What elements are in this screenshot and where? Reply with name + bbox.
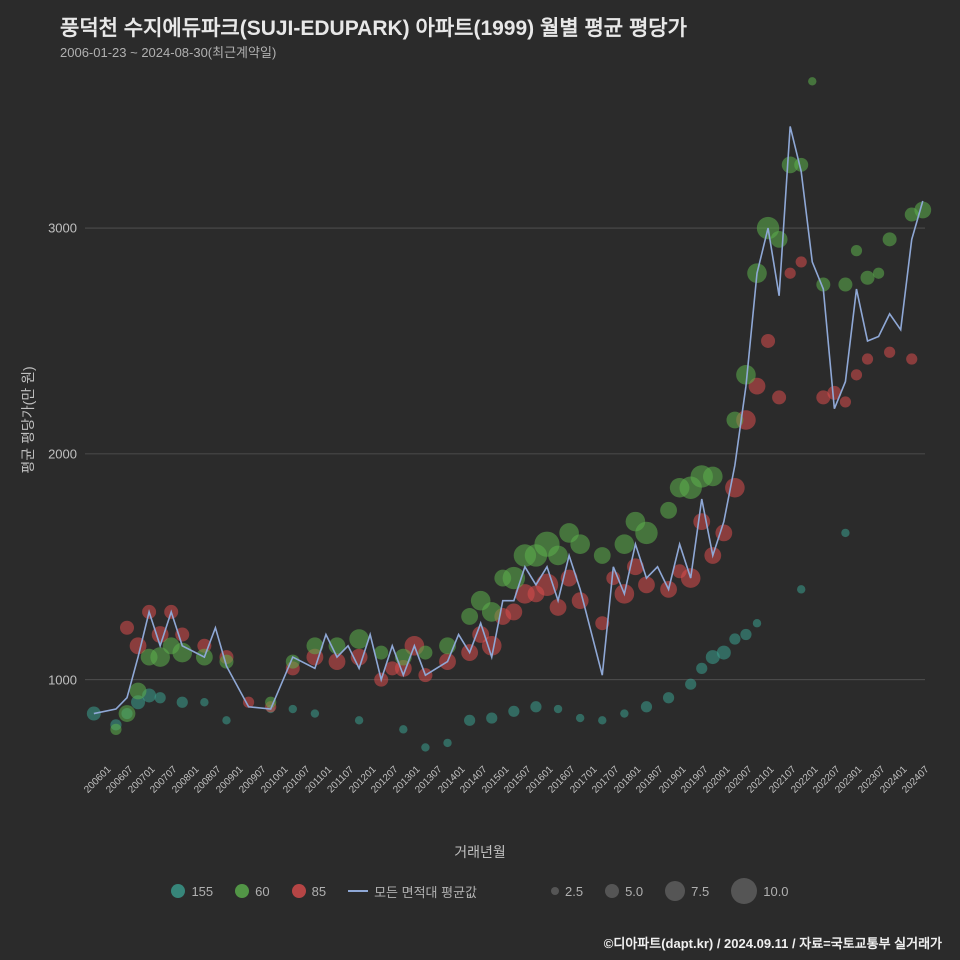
legend-label: 모든 면적대 평균값: [374, 882, 477, 901]
plot-area: 1000200030002006012006072007012007072008…: [85, 70, 925, 770]
legend-size-item: 2.5: [551, 884, 583, 899]
x-axis-title: 거래년월: [0, 842, 960, 862]
legend-label: 60: [255, 884, 269, 899]
legend-size-item: 10.0: [731, 878, 788, 904]
legend-item: 모든 면적대 평균값: [348, 882, 477, 901]
chart-svg: [85, 70, 925, 770]
legend-size-swatch: [605, 884, 619, 898]
chart-subtitle: 2006-01-23 ~ 2024-08-30(최근계약일): [60, 42, 276, 61]
legend-swatch: [235, 884, 249, 898]
legend-size-swatch: [551, 887, 559, 895]
y-axis-title: 평균 평당가(만 원): [18, 366, 38, 473]
legend-size-label: 7.5: [691, 884, 709, 899]
legend-size-label: 5.0: [625, 884, 643, 899]
legend-swatch: [292, 884, 306, 898]
legend-size-swatch: [665, 881, 685, 901]
legend-item: 60: [235, 884, 269, 899]
legend-size-item: 5.0: [605, 884, 643, 899]
legend-size-label: 10.0: [763, 884, 788, 899]
legend-size-swatch: [731, 878, 757, 904]
legend-swatch: [348, 890, 368, 892]
chart-container: 풍덕천 수지에듀파크(SUJI-EDUPARK) 아파트(1999) 월별 평균…: [0, 0, 960, 960]
y-tick-label: 2000: [48, 446, 77, 461]
footer-credit: ©디아파트(dapt.kr) / 2024.09.11 / 자료=국토교통부 실…: [604, 933, 942, 952]
legend-label: 85: [312, 884, 326, 899]
legend: 155 60 85 모든 면적대 평균값 2.5 5.0 7.5 10.0: [0, 878, 960, 904]
legend-item: 85: [292, 884, 326, 899]
legend-item: 155: [171, 884, 213, 899]
chart-title: 풍덕천 수지에듀파크(SUJI-EDUPARK) 아파트(1999) 월별 평균…: [60, 12, 687, 42]
legend-size-item: 7.5: [665, 881, 709, 901]
legend-swatch: [171, 884, 185, 898]
y-tick-label: 3000: [48, 221, 77, 236]
y-tick-label: 1000: [48, 672, 77, 687]
legend-size-label: 2.5: [565, 884, 583, 899]
legend-label: 155: [191, 884, 213, 899]
